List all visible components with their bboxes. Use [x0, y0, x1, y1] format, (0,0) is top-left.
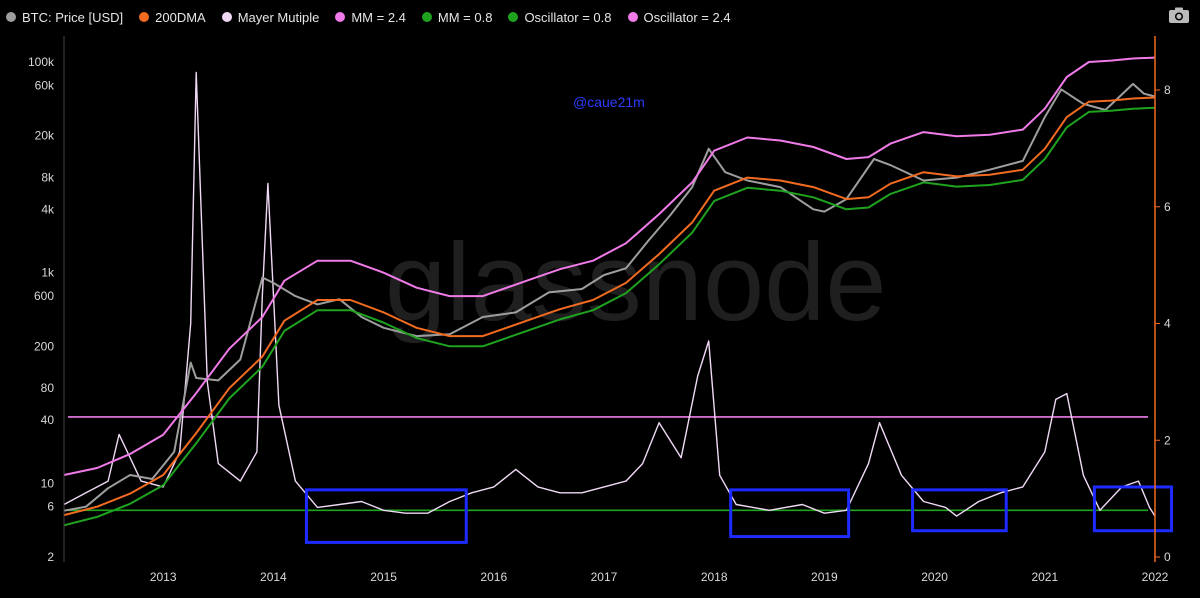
x-tick-label: 2022 — [1142, 570, 1169, 584]
y-tick-label: 8k — [41, 171, 55, 185]
x-tick-label: 2019 — [811, 570, 838, 584]
legend-item[interactable]: 200DMA — [139, 10, 206, 25]
right-tick-label: 2 — [1164, 433, 1171, 447]
right-tick-label: 4 — [1164, 317, 1171, 331]
watermark: glassnode — [385, 221, 887, 344]
x-tick-label: 2014 — [260, 570, 287, 584]
x-tick-label: 2016 — [480, 570, 507, 584]
highlight-boxes — [304, 485, 1174, 544]
series-line — [63, 71, 1156, 517]
right-tick-label: 8 — [1164, 83, 1171, 97]
legend-item[interactable]: BTC: Price [USD] — [6, 10, 123, 25]
y-tick-label: 80 — [41, 381, 55, 395]
x-tick-label: 2021 — [1031, 570, 1058, 584]
y-tick-label: 2 — [47, 550, 54, 564]
legend-dot-icon — [335, 12, 346, 22]
x-tick-label: 2013 — [150, 570, 177, 584]
legend-label: BTC: Price [USD] — [22, 9, 124, 25]
legend-item[interactable]: Oscillator = 2.4 — [627, 9, 731, 25]
axes: 100k 60k 20k 8k 4k 1k 600 200 80 40 10 6 2 8 6 4 2 0 2013 2… — [28, 36, 1171, 584]
legend-dot-icon — [627, 12, 638, 22]
legend-item[interactable]: Mayer Mutiple — [221, 9, 320, 25]
series-layer — [63, 56, 1156, 527]
y-tick-label: 6 — [47, 500, 54, 514]
y-tick-label: 40 — [41, 413, 55, 427]
y-tick-label: 600 — [34, 289, 54, 303]
y-tick-label: 20k — [35, 129, 55, 143]
legend-item[interactable]: Oscillator = 0.8 — [508, 9, 612, 25]
legend-label: MM = 0.8 — [437, 9, 493, 25]
series-line — [63, 106, 1156, 527]
oscillator-lines — [68, 416, 1148, 512]
legend-dot-icon — [508, 12, 519, 22]
legend-label: Mayer Mutiple — [237, 9, 320, 25]
y-tick-label: 10 — [41, 476, 55, 490]
legend: BTC: Price [USD] 200DMA Mayer Mutiple MM = … — [6, 6, 731, 28]
right-tick-label: 6 — [1164, 200, 1171, 214]
x-tick-label: 2017 — [591, 570, 618, 584]
y-tick-label: 1k — [41, 266, 55, 280]
highlight-box — [304, 488, 468, 544]
x-tick-label: 2020 — [921, 570, 948, 584]
series-line — [63, 96, 1156, 517]
author-handle: @caue21m — [573, 94, 645, 110]
highlight-box — [1092, 485, 1174, 533]
series-line — [63, 82, 1156, 512]
y-tick-label: 60k — [35, 78, 55, 92]
y-tick-label: 4k — [41, 202, 55, 216]
x-tick-label: 2015 — [370, 570, 397, 584]
highlight-box — [729, 488, 851, 539]
legend-label: Oscillator = 0.8 — [524, 9, 612, 25]
legend-item[interactable]: MM = 0.8 — [421, 9, 493, 25]
legend-dot-icon — [421, 12, 432, 22]
legend-label: MM = 2.4 — [351, 9, 406, 25]
series-line — [63, 56, 1156, 476]
x-tick-label: 2018 — [701, 570, 728, 584]
camera-icon[interactable] — [1168, 6, 1190, 24]
right-tick-label: 0 — [1164, 550, 1171, 564]
y-tick-label: 100k — [28, 55, 55, 69]
legend-label: Oscillator = 2.4 — [643, 9, 731, 25]
legend-dot-icon — [221, 12, 232, 22]
legend-item[interactable]: MM = 2.4 — [335, 10, 406, 25]
legend-dot-icon — [139, 12, 150, 22]
highlight-box — [911, 488, 1008, 533]
legend-dot-icon — [6, 12, 16, 22]
legend-label: 200DMA — [155, 9, 206, 25]
y-tick-label: 200 — [34, 339, 54, 353]
